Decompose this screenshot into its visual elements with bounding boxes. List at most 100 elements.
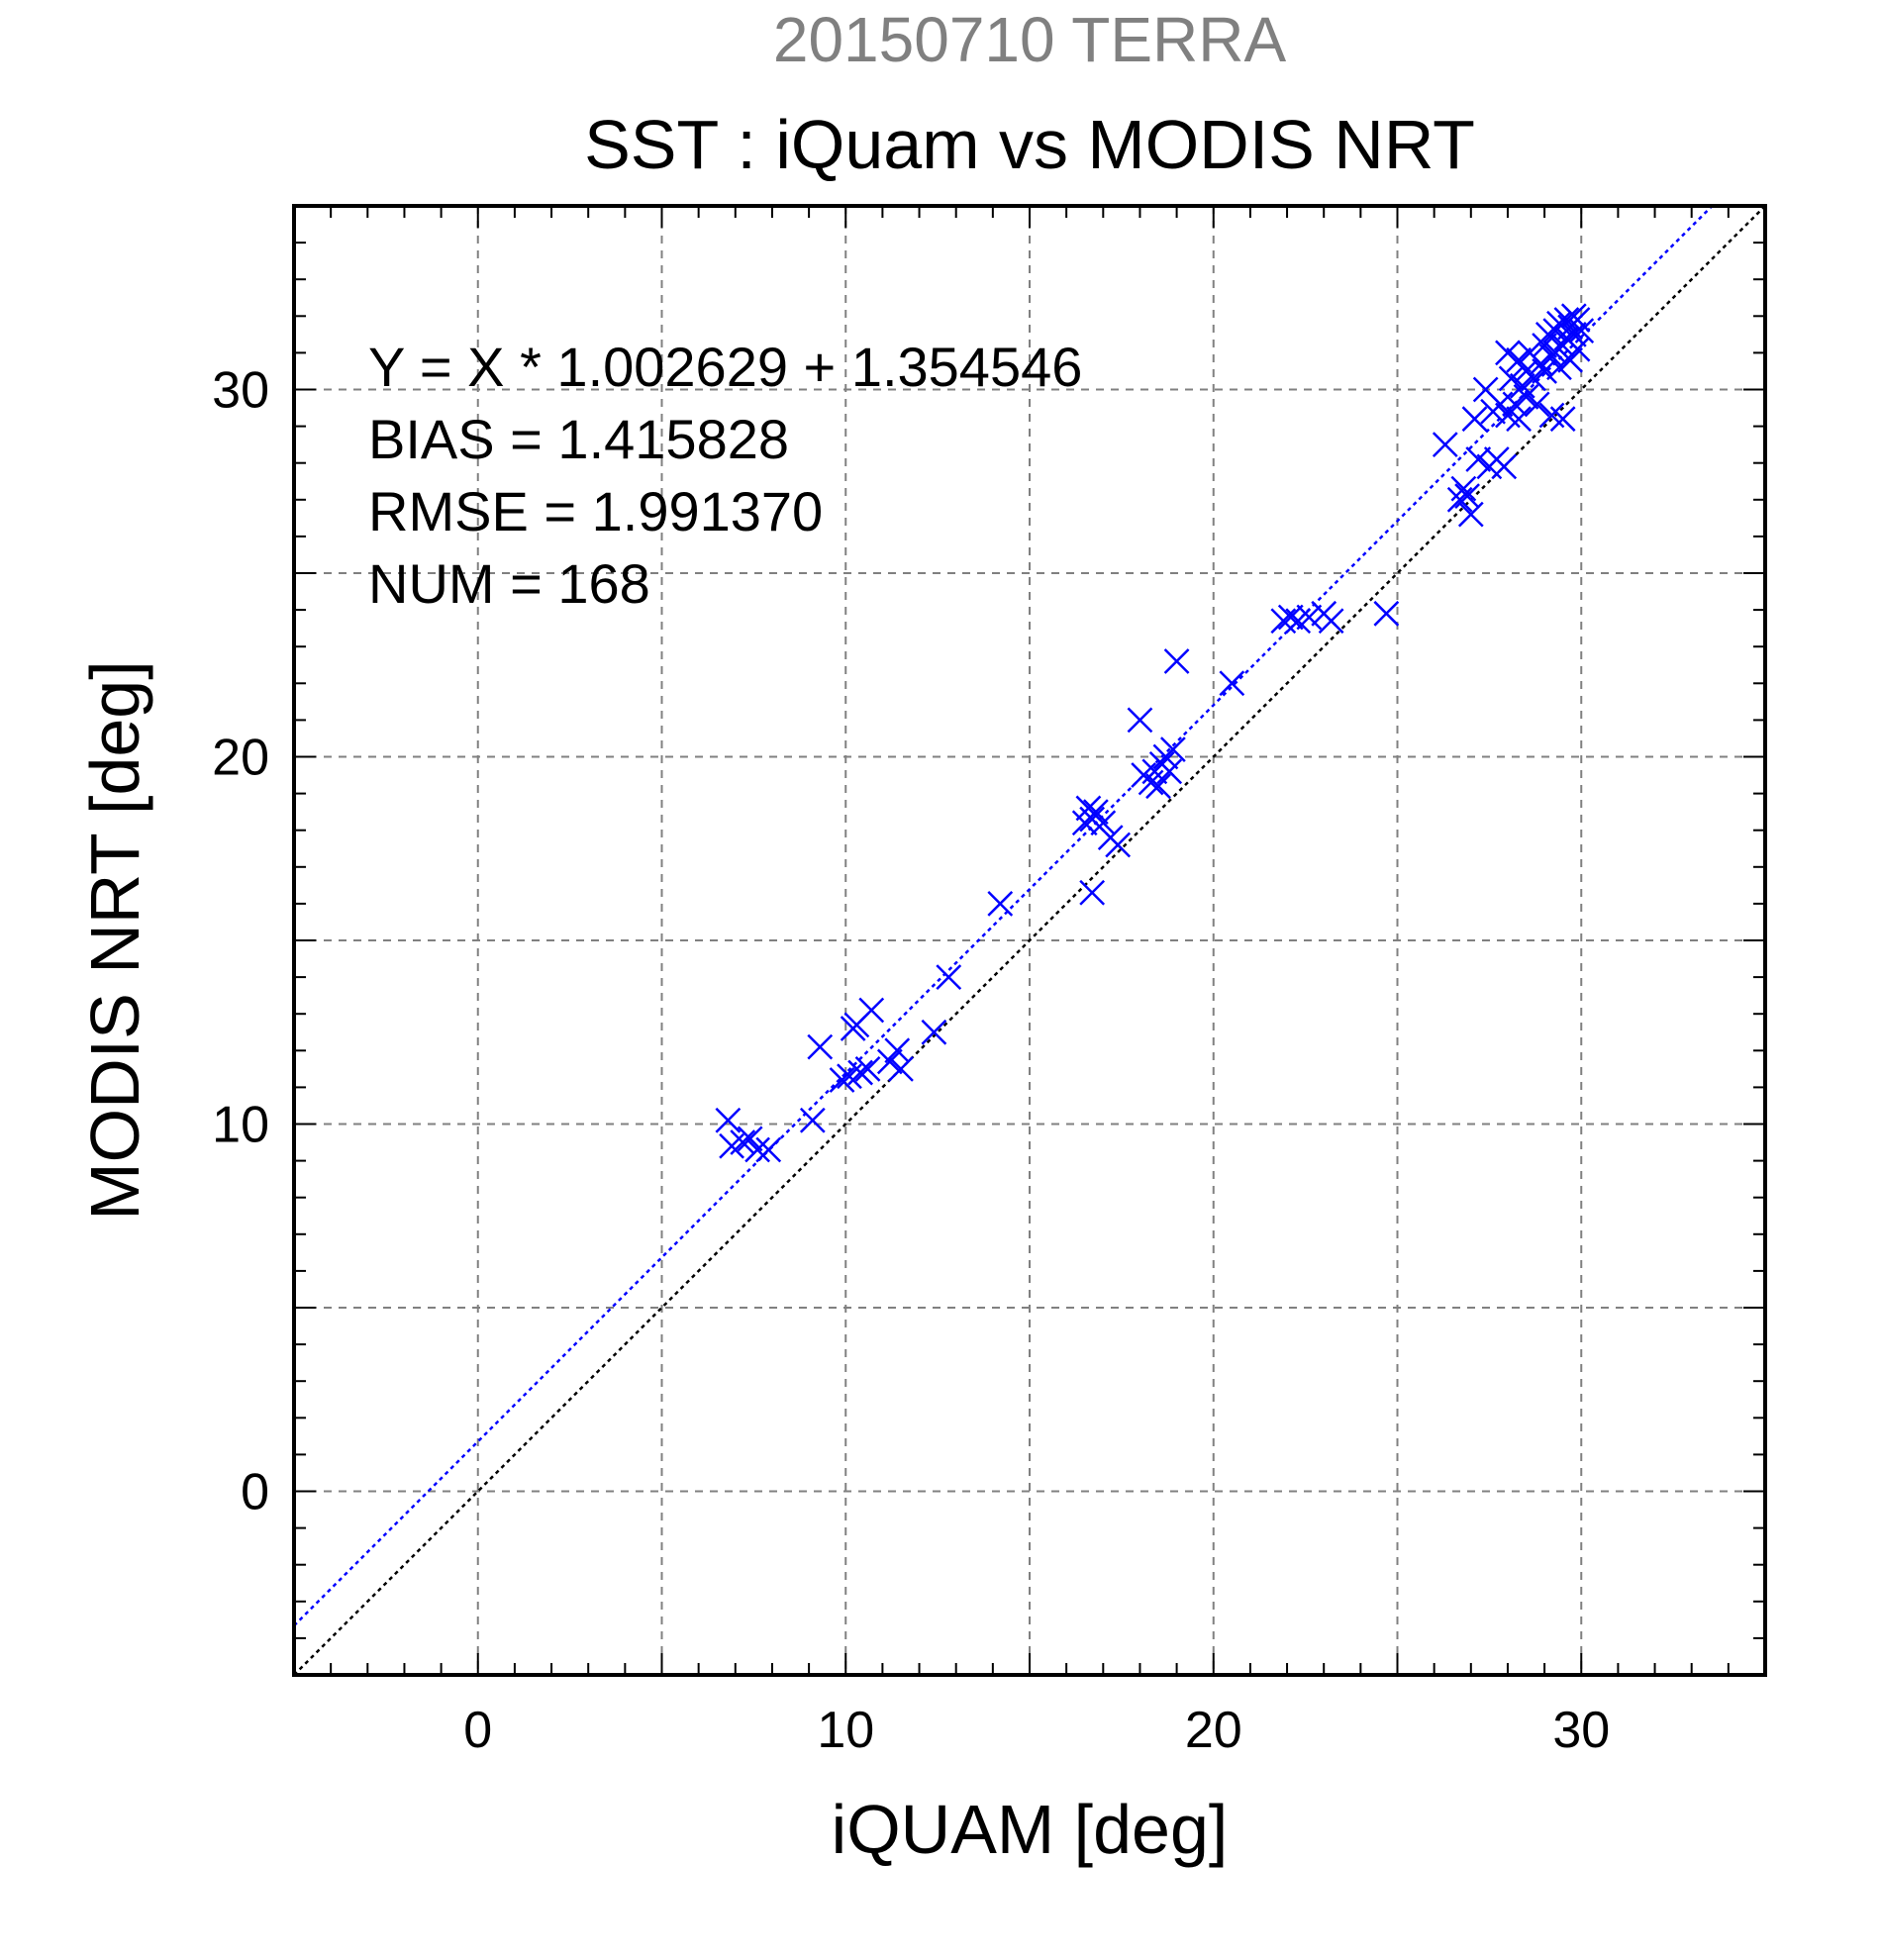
data-point-stroke (715, 1107, 742, 1133)
data-point (1432, 432, 1458, 458)
data-point (799, 1107, 826, 1133)
data-point (1524, 391, 1550, 418)
data-point (1160, 736, 1186, 762)
regression-line (293, 205, 1714, 1627)
reference-lines (293, 205, 1766, 1676)
data-point-stroke (1450, 475, 1477, 502)
data-point-stroke (829, 1067, 855, 1093)
data-point-stroke (1524, 391, 1550, 418)
data-point-stroke (1145, 773, 1171, 800)
data-point (1082, 799, 1109, 826)
data-point-stroke (1163, 648, 1190, 674)
data-point-stroke (730, 1129, 756, 1155)
data-point-stroke (1564, 336, 1591, 362)
data-point-stroke (1502, 391, 1529, 418)
x-tick-label: 20 (1185, 1702, 1242, 1759)
data-point (1465, 446, 1492, 472)
data-point-stroke (1509, 372, 1535, 399)
data-point-stroke (1495, 340, 1521, 366)
data-point (1318, 608, 1344, 635)
data-point (1506, 406, 1532, 433)
data-point (1450, 475, 1477, 502)
data-point (1145, 773, 1171, 800)
data-point (1506, 346, 1532, 373)
data-point-stroke (1538, 402, 1565, 429)
data-point-stroke (1296, 604, 1323, 631)
plot-frame (292, 204, 1767, 1677)
data-point (847, 1059, 873, 1086)
y-tick-label: 30 (212, 362, 269, 420)
data-point-stroke (1506, 346, 1532, 373)
data-point (1491, 453, 1518, 480)
data-point (1105, 832, 1132, 858)
stats-annotation-line: RMSE = 1.991370 (368, 480, 823, 542)
data-point-stroke (1560, 321, 1587, 347)
x-tick-label: 0 (463, 1702, 492, 1759)
stats-annotation-line: NUM = 168 (368, 552, 650, 615)
data-point (807, 1033, 834, 1060)
data-point (888, 1055, 914, 1082)
data-point-stroke (755, 1136, 782, 1163)
data-point-stroke (854, 1055, 881, 1082)
data-point (921, 1019, 947, 1045)
data-point-stroke (1498, 365, 1525, 392)
data-point-stroke (1105, 832, 1132, 858)
data-point-stroke (1156, 758, 1183, 785)
chart-subtitle: SST : iQuam vs MODIS NRT (584, 106, 1475, 183)
data-point-stroke (799, 1107, 826, 1133)
data-point (737, 1126, 763, 1152)
data-points (715, 303, 1595, 1163)
data-point-stroke (744, 1136, 770, 1163)
data-point-stroke (1457, 501, 1484, 528)
data-point-stroke (1461, 406, 1488, 433)
data-point (715, 1107, 742, 1133)
data-point (854, 1055, 881, 1082)
data-point (1156, 758, 1183, 785)
data-point-stroke (1075, 795, 1102, 822)
data-point (1296, 604, 1323, 631)
data-point-stroke (1373, 600, 1400, 627)
data-point (755, 1136, 782, 1163)
data-point (1498, 365, 1525, 392)
data-point-stroke (936, 964, 962, 990)
data-point-stroke (1521, 365, 1546, 392)
data-point (1502, 391, 1529, 418)
stats-annotations: Y = X * 1.002629 + 1.354546 BIAS = 1.4158… (368, 336, 1082, 615)
data-point (1549, 406, 1576, 433)
data-point (876, 1048, 903, 1075)
data-point-stroke (1160, 736, 1186, 762)
data-point-stroke (847, 1059, 873, 1086)
data-point-stroke (1546, 310, 1572, 337)
data-point (829, 1067, 855, 1093)
identity-line (293, 205, 1766, 1676)
data-point-stroke (1532, 358, 1557, 384)
data-point (1090, 810, 1117, 836)
data-point-stroke (1506, 406, 1532, 433)
stats-annotation-line: BIAS = 1.415828 (368, 408, 789, 470)
data-point-stroke (1491, 453, 1518, 480)
data-point (1461, 406, 1488, 433)
data-point-stroke (1513, 384, 1539, 410)
data-point (730, 1129, 756, 1155)
stats-annotation-line: Y = X * 1.002629 + 1.354546 (368, 336, 1082, 398)
data-point-stroke (1564, 307, 1591, 333)
data-point (1373, 600, 1400, 627)
data-point-stroke (1465, 446, 1492, 472)
data-point-stroke (1318, 608, 1344, 635)
data-point (1553, 307, 1580, 333)
data-point (1079, 879, 1106, 906)
data-point (1127, 707, 1153, 734)
data-point (744, 1136, 770, 1163)
data-point (1277, 604, 1304, 631)
data-point-stroke (1557, 346, 1583, 373)
data-point-stroke (888, 1055, 914, 1082)
data-point (1219, 670, 1245, 697)
data-point-stroke (1219, 670, 1245, 697)
data-point (858, 997, 885, 1024)
tick-labels: 0 10 20 30 0 10 20 30 (212, 362, 1610, 1760)
data-point (1532, 358, 1557, 384)
data-point-stroke (987, 891, 1014, 917)
y-tick-label: 0 (241, 1464, 269, 1521)
data-point-stroke (1079, 806, 1106, 833)
